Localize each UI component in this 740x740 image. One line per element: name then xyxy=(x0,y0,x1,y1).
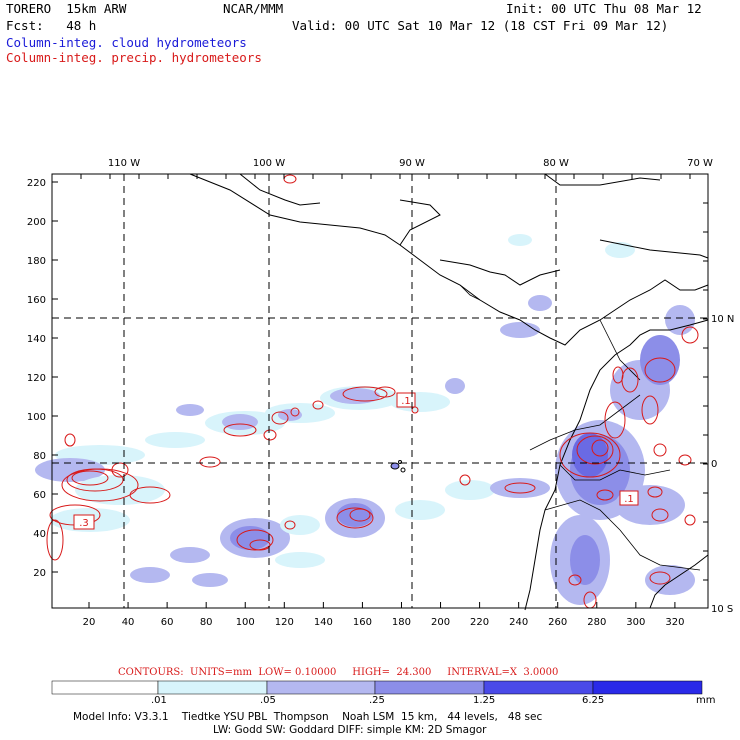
lon-label-90w: 90 W xyxy=(399,158,425,169)
model-info-line1: Model Info: V3.3.1 Tiedtke YSU PBL Thomp… xyxy=(73,711,543,723)
colorbar-label-1: .05 xyxy=(260,695,276,706)
left-tick-label: 20 xyxy=(33,568,46,579)
bottom-tick-label: 160 xyxy=(353,617,372,628)
init-time: Init: 00 UTC Thu 08 Mar 12 xyxy=(506,1,702,16)
colorbar-label-0: .01 xyxy=(151,695,167,706)
bottom-tick-label: 320 xyxy=(665,617,684,628)
lat-label-10s: 10 S xyxy=(711,604,733,615)
bottom-tick-label: 140 xyxy=(314,617,333,628)
valid-time: Valid: 00 UTC Sat 10 Mar 12 (18 CST Fri … xyxy=(292,18,669,33)
left-tick-label: 100 xyxy=(27,412,46,423)
colorbar-unit: mm xyxy=(696,695,716,706)
bottom-tick-label: 120 xyxy=(275,617,294,628)
forecast-hour: Fcst: 48 h xyxy=(6,18,97,33)
contour-labels: .1 .3 .1 xyxy=(73,392,639,530)
left-tick-label: 80 xyxy=(33,451,46,462)
lon-label-110w: 110 W xyxy=(108,158,140,169)
map-frame xyxy=(51,173,709,609)
bottom-tick-label: 200 xyxy=(431,617,450,628)
bottom-tick-label: 100 xyxy=(236,617,255,628)
borders xyxy=(459,284,701,571)
colorbar-label-4: 6.25 xyxy=(582,695,605,706)
bottom-tick-label: 260 xyxy=(548,617,567,628)
lon-label-100w: 100 W xyxy=(253,158,285,169)
bottom-tick-label: 180 xyxy=(392,617,411,628)
left-tick-label: 40 xyxy=(33,529,46,540)
bottom-tick-label: 40 xyxy=(122,617,135,628)
center-name: NCAR/MMM xyxy=(223,1,284,16)
contour-label-2: .3 xyxy=(79,518,89,529)
bottom-tick-label: 60 xyxy=(161,617,174,628)
left-tick-labels: 220 200 180 160 140 120 100 80 60 40 20 xyxy=(27,178,46,579)
coastlines xyxy=(189,173,709,611)
contour-label-3: .1 xyxy=(624,494,634,505)
left-tick-label: 220 xyxy=(27,178,46,189)
colorbar-label-2: .25 xyxy=(369,695,385,706)
left-tick-label: 180 xyxy=(27,256,46,267)
bottom-tick-label: 300 xyxy=(626,617,645,628)
contour-info: CONTOURS: UNITS=mm LOW= 0.10000 HIGH= 24… xyxy=(118,667,559,678)
left-tick-label: 120 xyxy=(27,373,46,384)
cloud-field-label: Column-integ. cloud hydrometeors xyxy=(6,35,247,50)
lat-label-0: 0 xyxy=(711,459,717,470)
precip-field-label: Column-integ. precip. hydrometeors xyxy=(6,50,262,65)
cloud-shading xyxy=(35,234,695,605)
bottom-tick-label: 280 xyxy=(587,617,606,628)
lat-label-10n: 10 N xyxy=(711,314,734,325)
graticule xyxy=(52,174,708,608)
model-info-line2: LW: Godd SW: Goddard DIFF: simple KM: 2D… xyxy=(213,724,487,736)
colorbar xyxy=(51,680,703,695)
bottom-tick-label: 20 xyxy=(83,617,96,628)
axis-ticks xyxy=(51,173,708,608)
lon-label-80w: 80 W xyxy=(543,158,569,169)
left-tick-label: 200 xyxy=(27,217,46,228)
precip-contours xyxy=(46,174,699,609)
bottom-tick-label: 220 xyxy=(470,617,489,628)
lon-label-70w: 70 W xyxy=(687,158,713,169)
bottom-tick-label: 80 xyxy=(200,617,213,628)
left-tick-label: 160 xyxy=(27,295,46,306)
colorbar-label-3: 1.25 xyxy=(473,695,496,706)
left-tick-label: 60 xyxy=(33,490,46,501)
contour-label-1: .1 xyxy=(401,396,411,407)
bottom-tick-labels: 20 40 60 80 100 120 140 160 180 200 220 240 260 280 30… xyxy=(83,617,685,628)
model-title: TORERO 15km ARW xyxy=(6,1,127,16)
left-tick-label: 140 xyxy=(27,334,46,345)
bottom-tick-label: 240 xyxy=(509,617,528,628)
